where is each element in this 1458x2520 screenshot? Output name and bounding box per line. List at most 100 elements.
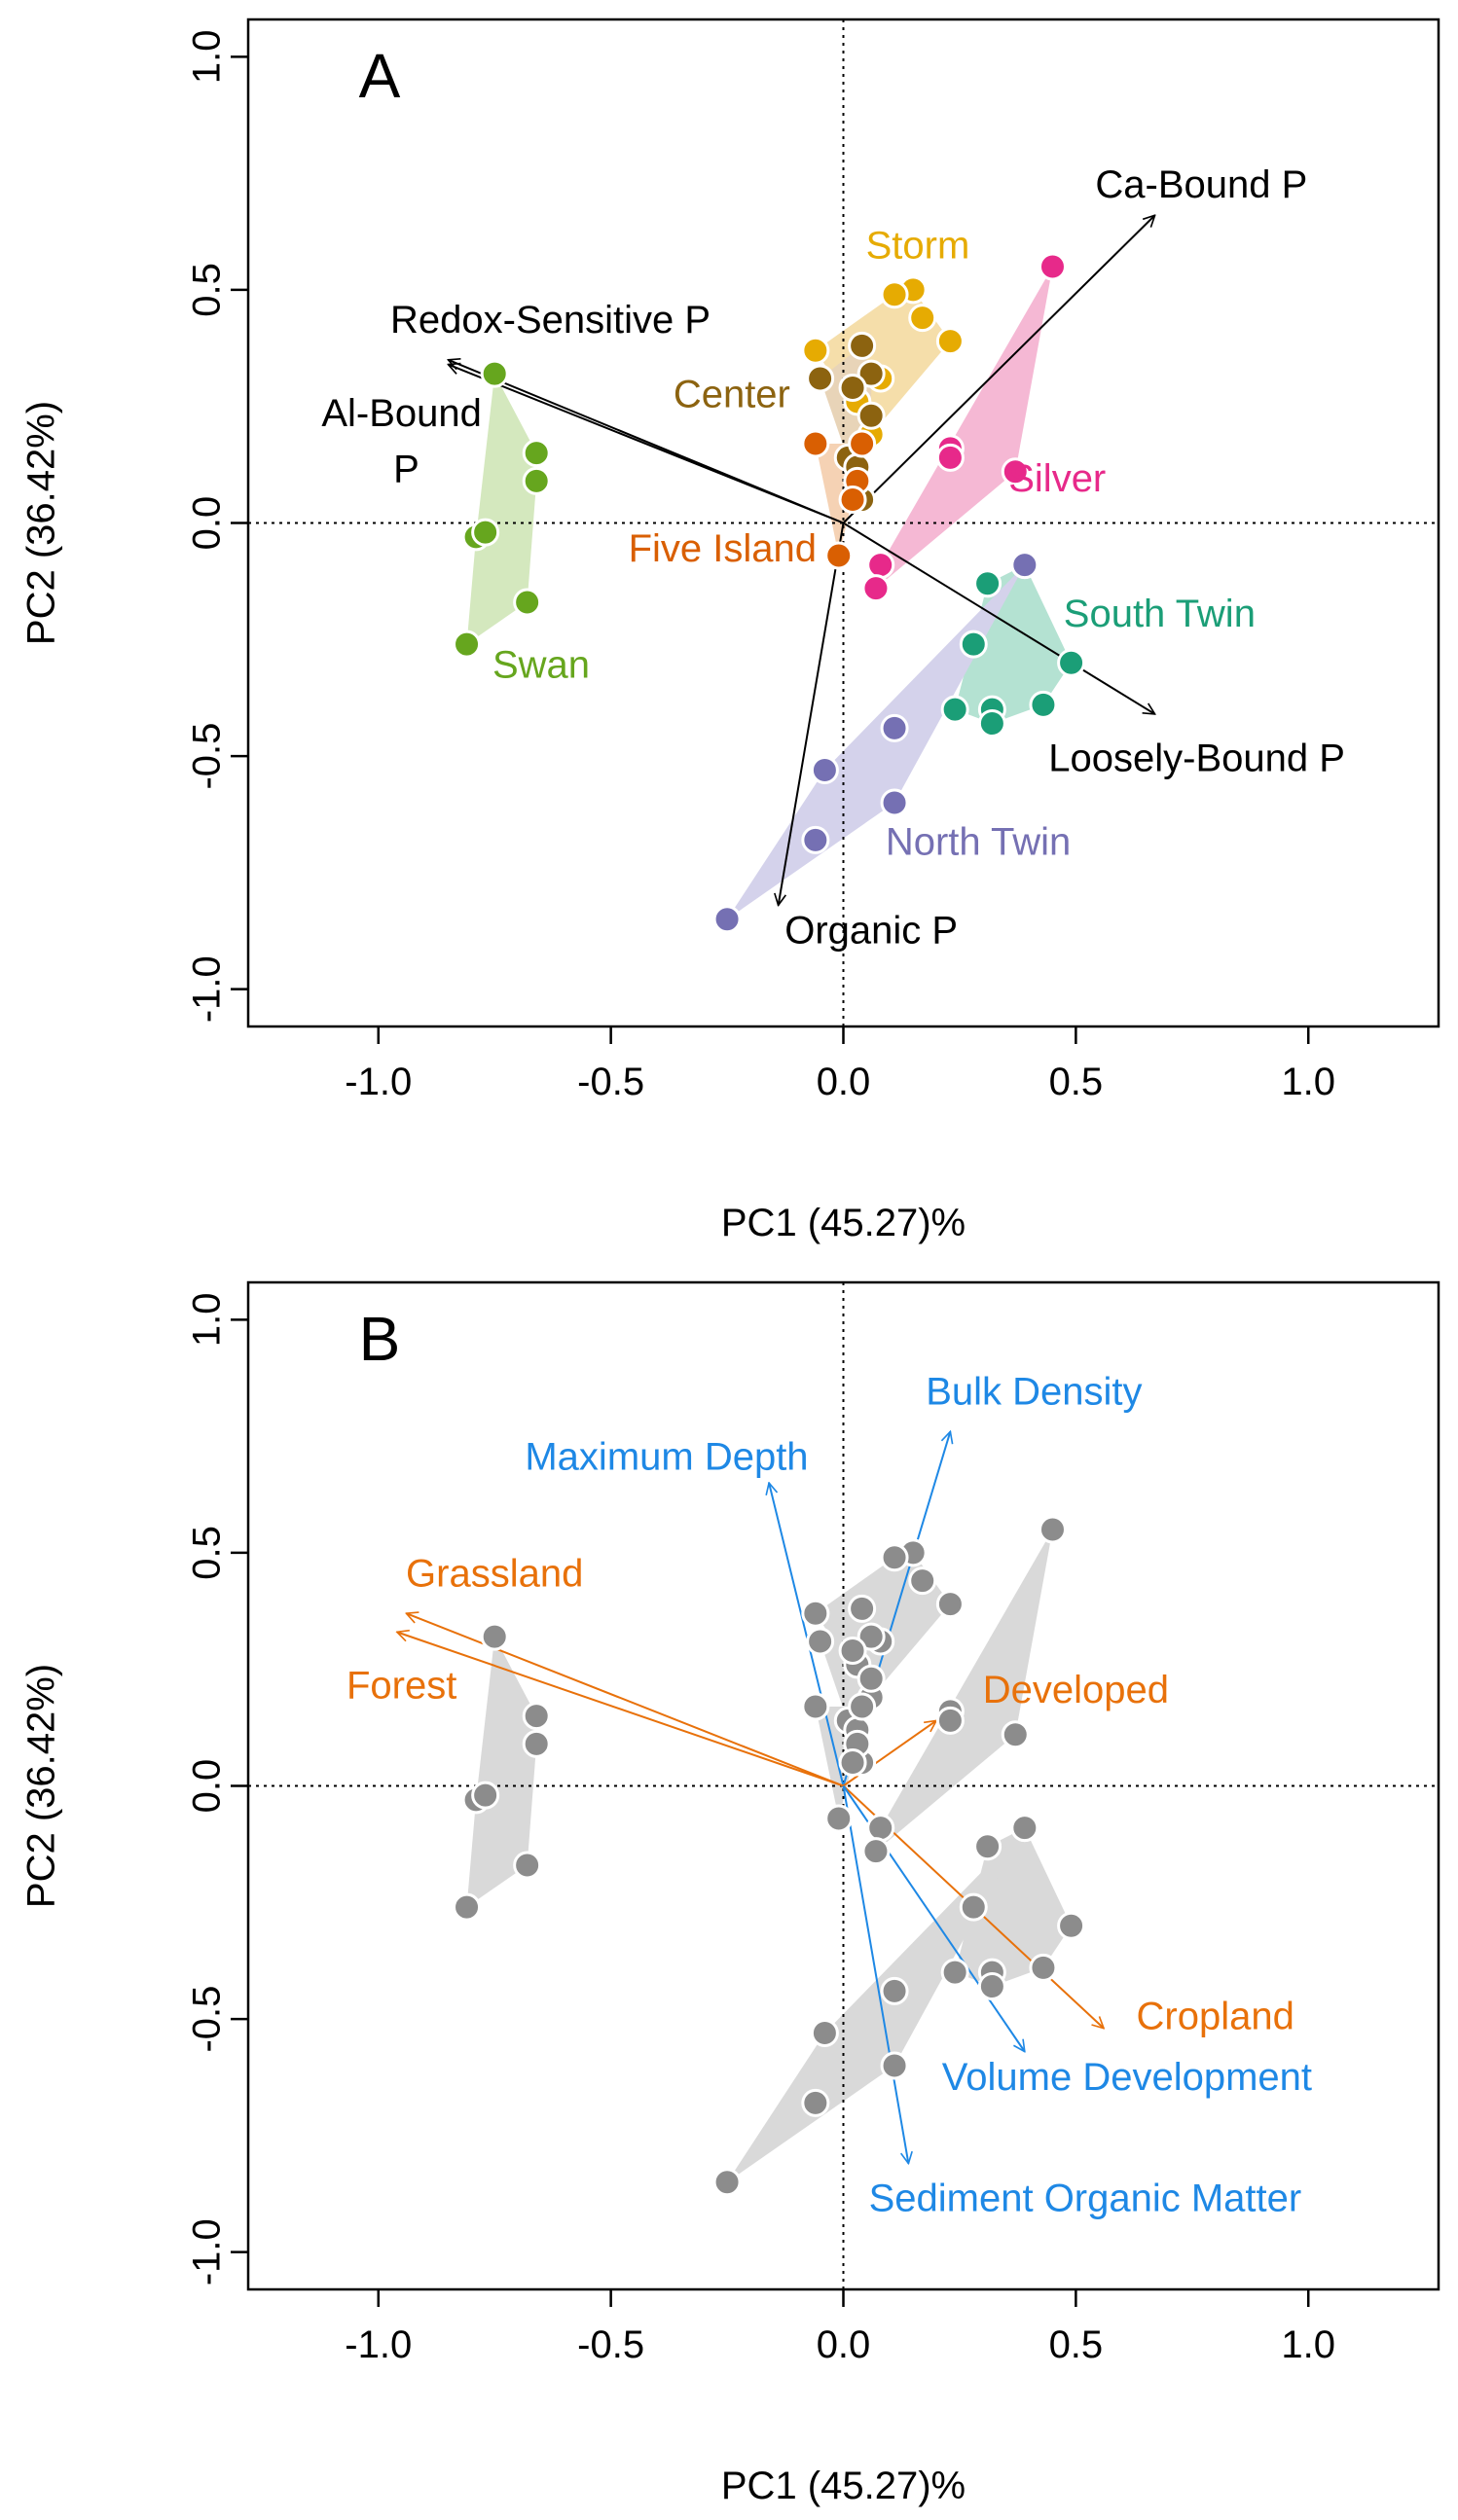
point-swan [522, 439, 551, 468]
point-swan [522, 1729, 551, 1758]
x-tick-label: -1.0 [345, 1061, 412, 1103]
point-storm [801, 1599, 830, 1628]
x-tick-label: 0.0 [817, 2323, 871, 2366]
point-south-twin [977, 709, 1006, 738]
loading-vector-maximum-depth [769, 1483, 845, 1786]
vector-label-redox-sensitive-p: Redox-Sensitive P [390, 299, 711, 342]
hull-south-twin [955, 1827, 1072, 1987]
point-silver [935, 1706, 965, 1735]
x-tick-label: -1.0 [345, 2323, 412, 2366]
point-north-twin [810, 755, 839, 784]
loading-vector-forest [397, 1632, 844, 1787]
x-axis-label: PC1 (45.27)% [721, 1202, 966, 1244]
point-south-twin [1057, 648, 1086, 677]
group-label-south-twin: South Twin [1064, 593, 1256, 635]
y-tick-label: 0.5 [186, 263, 229, 317]
point-north-twin [880, 788, 909, 817]
point-silver [861, 574, 891, 603]
point-north-twin [1010, 551, 1039, 580]
y-tick-label: -0.5 [186, 1986, 229, 2053]
point-center [848, 1594, 877, 1623]
y-tick-label: -1.0 [186, 2218, 229, 2286]
y-tick-label: -1.0 [186, 955, 229, 1023]
point-silver [935, 443, 965, 472]
vector-label-ca-bound-p: Ca-Bound P [1095, 163, 1307, 206]
hull-swan [466, 374, 537, 645]
loading-vector-loosely-bound-p [842, 522, 1155, 714]
point-silver [861, 1837, 891, 1866]
point-silver [1038, 1515, 1067, 1544]
vector-label-cropland: Cropland [1137, 1996, 1294, 2038]
x-tick-label: 0.5 [1049, 1061, 1104, 1103]
point-center [838, 1637, 867, 1666]
vector-label-sediment-organic-matter: Sediment Organic Matter [869, 2178, 1302, 2220]
group-label-swan: Swan [492, 644, 590, 687]
point-silver [866, 1814, 895, 1843]
hull-silver [875, 1529, 1053, 1852]
point-center [806, 1627, 835, 1656]
y-axis-label: PC2 (36.42%) [20, 1664, 63, 1908]
point-swan [513, 588, 542, 617]
loading-vector-grassland [406, 1613, 844, 1787]
point-storm [880, 1543, 909, 1572]
point-north-twin [712, 905, 742, 934]
x-tick-label: -0.5 [577, 2323, 644, 2366]
point-north-twin [810, 2018, 839, 2047]
x-axis-label: PC1 (45.27)% [721, 2465, 966, 2507]
point-south-twin [973, 569, 1002, 598]
hull-south-twin [955, 564, 1072, 724]
group-label-center: Center [674, 374, 790, 416]
point-silver [1038, 252, 1067, 281]
panel-b-biplot: Bulk Density Maximum Depth Grassland Forest… [20, 1280, 1440, 2507]
point-five-island [824, 541, 854, 570]
point-north-twin [880, 713, 909, 742]
point-silver [866, 551, 895, 580]
point-storm [935, 1590, 965, 1619]
point-center [838, 374, 867, 403]
point-storm [801, 336, 830, 365]
point-storm [935, 327, 965, 356]
x-tick-label: 1.0 [1281, 2323, 1335, 2366]
point-swan [471, 518, 500, 547]
group-label-north-twin: North Twin [886, 821, 1071, 864]
point-south-twin [973, 1832, 1002, 1861]
point-five-island [848, 1692, 877, 1721]
vector-label-developed: Developed [983, 1669, 1169, 1711]
point-center [857, 401, 886, 430]
vector-label-loosely-bound-p: Loosely-Bound P [1048, 737, 1345, 779]
vector-label-bulk-density: Bulk Density [926, 1371, 1142, 1414]
vector-label-grassland: Grassland [406, 1552, 583, 1595]
point-five-island [848, 429, 877, 458]
point-south-twin [959, 630, 988, 659]
point-south-twin [940, 1958, 969, 1987]
vector-label-forest: Forest [346, 1664, 456, 1707]
hull-north-twin [727, 564, 1025, 919]
y-tick-label: 0.0 [186, 496, 229, 551]
point-five-island [801, 1692, 830, 1721]
x-tick-label: -0.5 [577, 1061, 644, 1103]
loading-vector-sediment-organic-matter [842, 1785, 909, 2164]
point-storm [908, 304, 937, 333]
point-north-twin [801, 2088, 830, 2117]
point-swan [471, 1781, 500, 1810]
point-south-twin [959, 1892, 988, 1922]
y-tick-label: 0.5 [186, 1526, 229, 1580]
point-swan [480, 359, 509, 388]
vector-label-p: P [393, 448, 419, 490]
vector-label-al-bound: Al-Bound [321, 392, 482, 435]
y-tick-label: 0.0 [186, 1759, 229, 1814]
point-storm [880, 280, 909, 309]
point-five-island [824, 1804, 854, 1833]
y-tick-label: 1.0 [186, 30, 229, 85]
point-swan [453, 1892, 482, 1922]
vector-label-volume-development: Volume Development [942, 2056, 1312, 2099]
point-north-twin [801, 825, 830, 854]
hull-swan [466, 1637, 537, 1908]
point-south-twin [977, 1972, 1006, 2001]
x-tick-label: 0.0 [817, 1061, 871, 1103]
point-center [857, 1622, 886, 1651]
panel-a-biplot: Storm Center Five Island Silver South Twin No… [20, 18, 1440, 1244]
point-south-twin [1029, 690, 1058, 719]
point-north-twin [1010, 1814, 1039, 1843]
point-center [806, 364, 835, 393]
